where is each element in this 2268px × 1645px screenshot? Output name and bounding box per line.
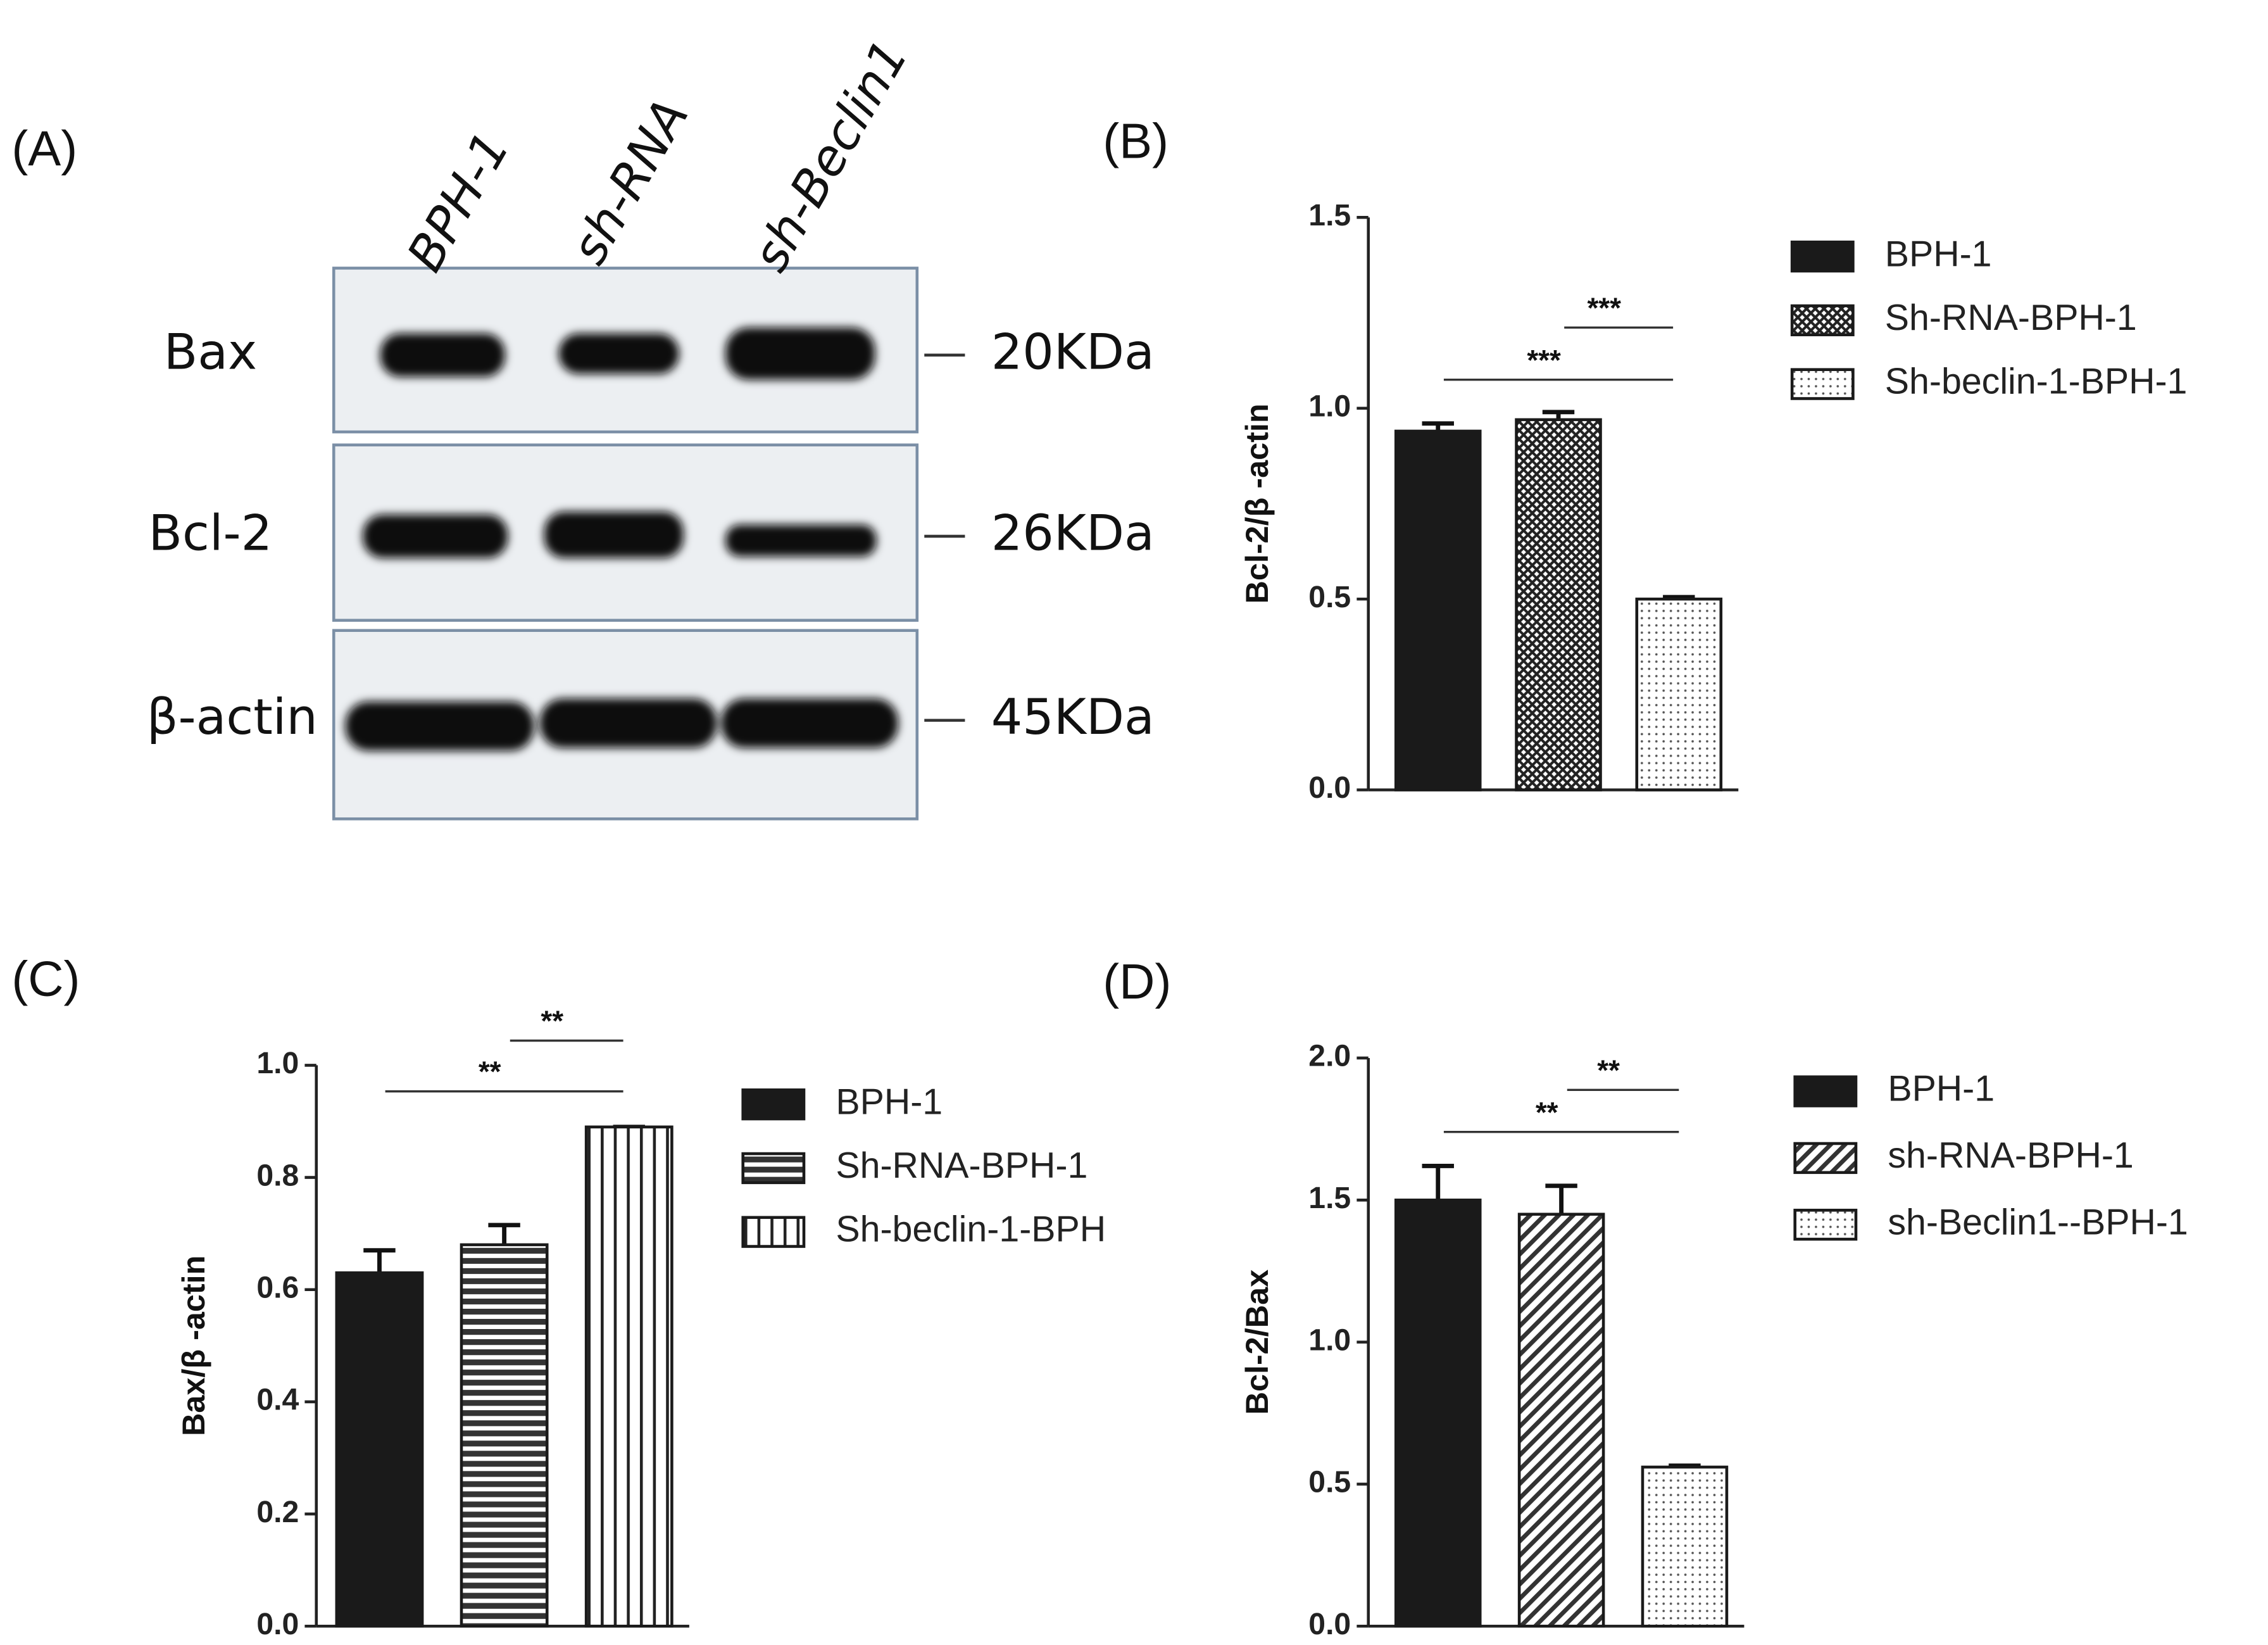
- bar: [460, 1243, 549, 1628]
- significance-label: **: [1536, 1096, 1558, 1128]
- size-label: 20KDa: [991, 324, 1155, 381]
- y-tick-label: 0.0: [256, 1607, 299, 1641]
- legend-swatch: [1793, 1075, 1858, 1107]
- bar: [335, 1271, 424, 1628]
- row-label: β-actin: [147, 689, 318, 746]
- y-tick-label: 1.0: [256, 1046, 299, 1080]
- bands: [345, 327, 898, 751]
- legend-label: BPH-1: [836, 1081, 943, 1122]
- y-tick-label: 0.0: [1308, 771, 1351, 805]
- legend-swatch: [1793, 1209, 1858, 1241]
- bar: [1641, 1465, 1729, 1628]
- legend-label: sh-Beclin1--BPH-1: [1888, 1202, 2188, 1242]
- bar: [1515, 418, 1602, 791]
- chart: (D) Bcl-2/Bax 0.0 0.5 1.0 1.5 2.0 BPH-1 sh-RNA-B…: [1103, 954, 2188, 1641]
- legend-swatch: [1790, 240, 1855, 273]
- significance-label: **: [541, 1005, 563, 1037]
- size-label: 45KDa: [991, 689, 1155, 746]
- significance-label: **: [1597, 1054, 1620, 1087]
- y-tick-label: 0.0: [1308, 1607, 1351, 1641]
- bar: [584, 1125, 674, 1628]
- legend-label: BPH-1: [1885, 234, 1992, 274]
- legend-label: Sh-beclin-1-BPH-1: [1885, 362, 2188, 402]
- y-tick-label: 2.0: [1308, 1039, 1351, 1073]
- row-label: Bcl-2: [149, 505, 273, 562]
- panel-label: (A): [11, 120, 77, 176]
- bar: [1635, 597, 1723, 791]
- legend-label: Sh-beclin-1-BPH: [836, 1209, 1106, 1250]
- bar: [1517, 1213, 1605, 1628]
- legend-swatch: [741, 1152, 806, 1185]
- significance-label: **: [479, 1056, 501, 1088]
- y-tick-label: 1.5: [1308, 1181, 1351, 1215]
- y-axis-label: Bcl-2/β -actin: [1239, 403, 1275, 603]
- significance-label: ***: [1527, 344, 1561, 376]
- y-tick-label: 0.5: [1308, 1465, 1351, 1499]
- legend-label: Sh-RNA-BPH-1: [1885, 298, 2137, 338]
- y-tick-label: 0.6: [256, 1270, 299, 1304]
- legend-swatch: [1793, 1142, 1858, 1175]
- panel-label: (C): [11, 951, 80, 1007]
- panel-label: (D): [1103, 954, 1171, 1009]
- chart: (B) Bcl-2/β -actin 0.0 0.5 1.0 1.5 BPH-1 Sh-RNA…: [1103, 113, 2187, 805]
- y-tick-label: 0.8: [256, 1158, 299, 1192]
- legend-label: sh-RNA-BPH-1: [1888, 1135, 2133, 1176]
- y-tick-label: 1.0: [1308, 389, 1351, 423]
- bar: [1394, 429, 1482, 791]
- legend-swatch: [741, 1216, 806, 1248]
- western-blot: (A) BPH-1 sh-RNA sh-Beclin1 Bax 20KDa Bcl-2 26…: [11, 31, 1155, 821]
- y-tick-label: 0.4: [256, 1383, 299, 1417]
- legend-label: Sh-RNA-BPH-1: [836, 1145, 1087, 1186]
- y-axis-label: Bcl-2/Bax: [1239, 1270, 1275, 1415]
- y-tick-label: 1.0: [1308, 1323, 1351, 1357]
- legend-swatch: [1790, 368, 1855, 400]
- legend-swatch: [741, 1088, 806, 1121]
- size-label: 26KDa: [991, 505, 1155, 562]
- lane-label: sh-Beclin1: [742, 31, 919, 281]
- chart: (C) Bax/β -actin 0.0 0.2 0.4 0.6 0.8 1.0 BPH-1 Sh…: [11, 951, 1106, 1641]
- y-tick-label: 0.5: [1308, 580, 1351, 614]
- row-label: Bax: [164, 324, 257, 381]
- lane-label: BPH-1: [396, 123, 520, 281]
- legend-swatch: [1790, 304, 1855, 337]
- y-tick-label: 1.5: [1308, 198, 1351, 232]
- bar: [1394, 1198, 1482, 1628]
- significance-label: ***: [1587, 292, 1621, 324]
- y-axis-label: Bax/β -actin: [175, 1256, 211, 1436]
- panel-label: (B): [1103, 113, 1168, 169]
- legend-label: BPH-1: [1888, 1069, 1995, 1109]
- y-tick-label: 0.2: [256, 1495, 299, 1529]
- lane-label: sh-RNA: [561, 90, 700, 274]
